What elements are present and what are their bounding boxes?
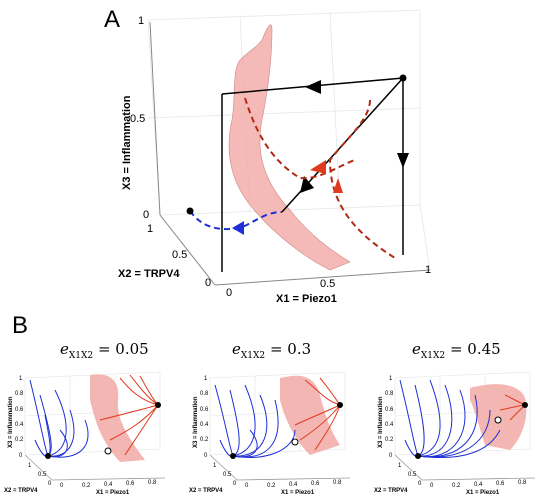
subplot-1-blue-trajectories [29,379,89,458]
subplot-3-high-point [522,402,528,408]
stable-point-high [399,74,407,82]
s3-yt05: 0.5 [408,472,417,478]
s1-zt3: 0.6 [15,407,24,413]
s2-zt5: 1 [204,376,208,382]
s2-xt1: 0.2 [267,483,276,489]
subplot-1-high-point [155,402,161,408]
subplot-1-red-trajectories [99,374,159,456]
stable-point-low [186,207,194,215]
s3-zt0: 0 [389,453,393,459]
s2-zt3: 0.6 [200,407,209,413]
s3-yt1: 1 [398,463,402,469]
s1-yt05: 0.5 [38,472,47,478]
subplot-1 [24,371,166,481]
subplot-3-x-label: X1 = Piezo1 [466,490,500,496]
subplot-3-coefficient: eX1X2 = 0.45 [412,340,501,361]
blue-arrow [232,221,244,235]
s2-zt2: 0.4 [200,422,209,428]
s2-xt4: 0.8 [333,480,342,486]
arrow-head-top [305,80,321,94]
subplot-3-y-label: X2 = TRPV4 [374,488,408,494]
s1-xt2: 0.4 [104,482,113,488]
subplot-2-x-label: X1 = Piezo1 [281,490,315,496]
x-axis-label: X1 = Piezo1 [276,293,337,305]
s3-xt0: 0 [430,483,434,489]
subplot-1-x-label: X1 = Piezo1 [96,490,130,496]
x-tick-05: 0.5 [320,278,335,290]
s2-zt1: 0.2 [200,437,209,443]
s1-yt0: 0 [48,481,52,487]
panel-a-axes [149,21,431,286]
s2-xt2: 0.4 [289,482,298,488]
subplot-2-high-point [337,402,343,408]
s1-xt4: 0.8 [148,480,157,486]
s3-xt4: 0.8 [518,480,527,486]
x-tick-1: 1 [425,264,431,276]
s1-zt1: 0.2 [15,437,24,443]
s2-zt0: 0 [204,453,208,459]
panel-a-red-dashed [244,97,396,259]
z-tick-0: 0 [143,209,149,221]
s3-zt2: 0.4 [385,422,394,428]
s2-zt4: 0.8 [200,391,209,397]
s1-zt0: 0 [19,453,23,459]
s3-xt2: 0.4 [474,482,483,488]
subplot-2-red-trajectories [294,377,341,451]
panel-a-letter: A [104,6,121,33]
s2-yt0: 0 [233,481,237,487]
subplot-2-coefficient: eX1X2 = 0.3 [232,340,312,361]
y-tick-0: 0 [205,277,211,289]
x-tick-0: 0 [226,287,232,299]
s1-zt5: 1 [19,376,23,382]
subplot-1-y-label: X2 = TRPV4 [4,488,38,494]
s3-xt1: 0.2 [452,483,461,489]
y-tick-1: 1 [147,223,153,235]
subplot-1-saddle [104,447,112,455]
s1-zt2: 0.4 [15,422,24,428]
y-axis-label: X2 = TRPV4 [118,268,180,280]
s1-xt1: 0.2 [82,483,91,489]
s3-zt5: 1 [389,376,393,382]
arrow-head-right [397,153,409,168]
s1-zt4: 0.8 [15,391,24,397]
s2-yt1: 1 [213,463,217,469]
red-arrow-1 [310,160,326,174]
subplot-3-red-trajectories [499,394,526,421]
s2-yt05: 0.5 [223,472,232,478]
z-axis-label: X3 = Inflammation [121,95,133,190]
subplot-3-low-point [415,453,421,459]
panel-a-plot: 1 0.5 0 1 0.5 0 0 0.5 1 X3 = Inflammatio… [118,9,431,305]
subplot-1-z-label: X3 = Inflammation [8,396,14,448]
subplot-1-low-point [45,453,51,459]
z-tick-05: 0.5 [130,113,145,125]
s3-zt3: 0.6 [385,407,394,413]
s3-xt3: 0.6 [496,481,505,487]
s3-yt0: 0 [418,481,422,487]
red-arrow-2 [333,178,343,193]
s2-xt0: 0 [245,483,249,489]
y-tick-05: 0.5 [172,249,187,261]
s3-zt1: 0.2 [385,437,394,443]
s1-xt3: 0.6 [126,481,135,487]
subplot-2 [209,371,351,481]
subplot-3-blue-trajectories [399,379,501,459]
s3-zt4: 0.8 [385,391,394,397]
subplot-3 [394,371,536,481]
arrow-head-diagonal [300,176,314,193]
s2-xt3: 0.6 [311,481,320,487]
subplot-2-y-label: X2 = TRPV4 [189,488,223,494]
subplot-3-z-label: X3 = Inflammation [378,396,384,448]
z-tick-1: 1 [138,15,144,27]
subplot-2-saddle [291,438,299,446]
subplot-1-coefficient: eX1X2 = 0.05 [60,340,149,361]
panel-b-letter: B [12,312,29,339]
subplot-2-z-label: X3 = Inflammation [193,396,199,448]
s1-yt1: 1 [28,463,32,469]
subplot-3-saddle [494,416,502,424]
separatrix-surface [228,24,351,271]
subplot-2-blue-trajectories [214,384,296,459]
s1-xt0: 0 [60,483,64,489]
subplot-2-low-point [230,453,236,459]
